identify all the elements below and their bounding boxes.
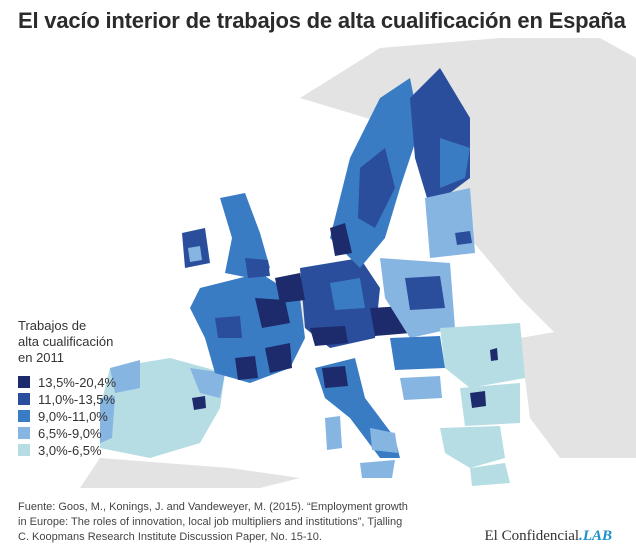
legend-swatch — [18, 444, 30, 456]
page-title: El vacío interior de trabajos de alta cu… — [18, 8, 626, 33]
legend-swatch — [18, 427, 30, 439]
region-uk-ireland — [182, 193, 270, 278]
legend-swatch — [18, 393, 30, 405]
legend-item: 11,0%-13,5% — [18, 391, 116, 407]
source-line: Fuente: Goos, M., Konings, J. and Vandew… — [18, 501, 408, 513]
region-greece — [470, 463, 510, 486]
legend-title: Trabajos de alta cualificación en 2011 — [18, 318, 116, 366]
legend-label: 3,0%-6,5% — [38, 442, 102, 458]
legend-title-line: alta cualificación — [18, 334, 114, 349]
legend-item: 9,0%-11,0% — [18, 408, 116, 424]
legend-item: 13,5%-20,4% — [18, 374, 116, 390]
source-line: in Europe: The roles of innovation, loca… — [18, 516, 403, 528]
legend-swatch — [18, 376, 30, 388]
region-east — [400, 323, 525, 468]
legend-label: 9,0%-11,0% — [38, 408, 108, 424]
legend-title-line: en 2011 — [18, 350, 65, 365]
legend-label: 11,0%-13,5% — [38, 391, 116, 407]
legend-label: 6,5%-9,0% — [38, 425, 102, 441]
region-iberia — [100, 358, 225, 458]
legend-label: 13,5%-20,4% — [38, 374, 117, 390]
legend-title-line: Trabajos de — [18, 318, 87, 333]
source-note: Fuente: Goos, M., Konings, J. and Vandew… — [18, 500, 488, 545]
region-italy — [315, 358, 400, 478]
region-central — [275, 258, 455, 370]
region-scandinavia — [330, 68, 470, 268]
source-line: C. Koopmans Research Institute Discussio… — [18, 531, 322, 543]
region-baltics — [425, 188, 475, 258]
legend-swatch — [18, 410, 30, 422]
brand-main: El Confidencial — [484, 528, 580, 544]
region-france — [190, 273, 305, 383]
brand-suffix: .LAB — [579, 528, 612, 544]
europe-map — [80, 38, 636, 488]
legend-item: 6,5%-9,0% — [18, 425, 116, 441]
map-legend: Trabajos de alta cualificación en 2011 1… — [18, 318, 116, 459]
brand-logo: El Confidencial.LAB — [485, 528, 613, 545]
legend-item: 3,0%-6,5% — [18, 442, 116, 458]
